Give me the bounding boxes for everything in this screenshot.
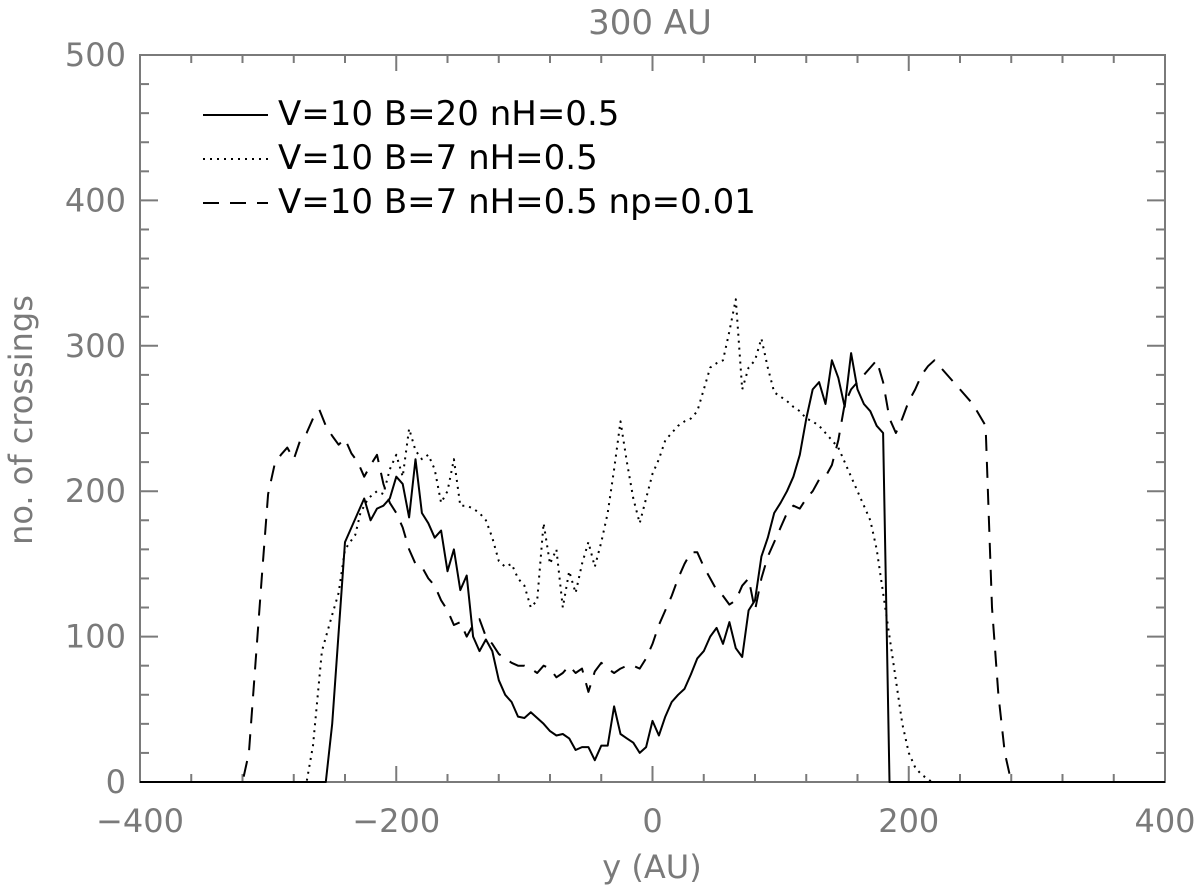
series-line-2 [140, 298, 1165, 783]
y-axis-label: no. of crossings [2, 295, 40, 545]
x-axis: −400 −200 0 200 400 [96, 55, 1196, 840]
series-line-1 [140, 352, 1165, 783]
x-tick-label: 400 [1134, 802, 1195, 840]
x-tick-label: −400 [96, 802, 184, 840]
legend-label-1: V=10 B=20 nH=0.5 [278, 94, 619, 134]
x-axis-label: y (AU) [602, 848, 701, 886]
y-tick-label: 300 [65, 327, 126, 365]
y-tick-label: 400 [65, 181, 126, 219]
legend: V=10 B=20 nH=0.5V=10 B=7 nH=0.5V=10 B=7 … [203, 94, 756, 222]
x-tick-label: −200 [352, 802, 440, 840]
y-tick-label: 200 [65, 472, 126, 510]
y-axis: 0 100 200 300 400 500 [65, 36, 1165, 801]
y-tick-label: 100 [65, 618, 126, 656]
legend-label-3: V=10 B=7 nH=0.5 np=0.01 [278, 182, 756, 222]
series-line-3 [140, 359, 1165, 783]
legend-label-2: V=10 B=7 nH=0.5 [278, 138, 598, 178]
x-tick-label: 0 [642, 802, 662, 840]
y-tick-label: 0 [106, 763, 126, 801]
series-layer [140, 298, 1165, 783]
chart-title: 300 AU [588, 3, 712, 43]
x-tick-label: 200 [878, 802, 939, 840]
y-tick-label: 500 [65, 36, 126, 74]
